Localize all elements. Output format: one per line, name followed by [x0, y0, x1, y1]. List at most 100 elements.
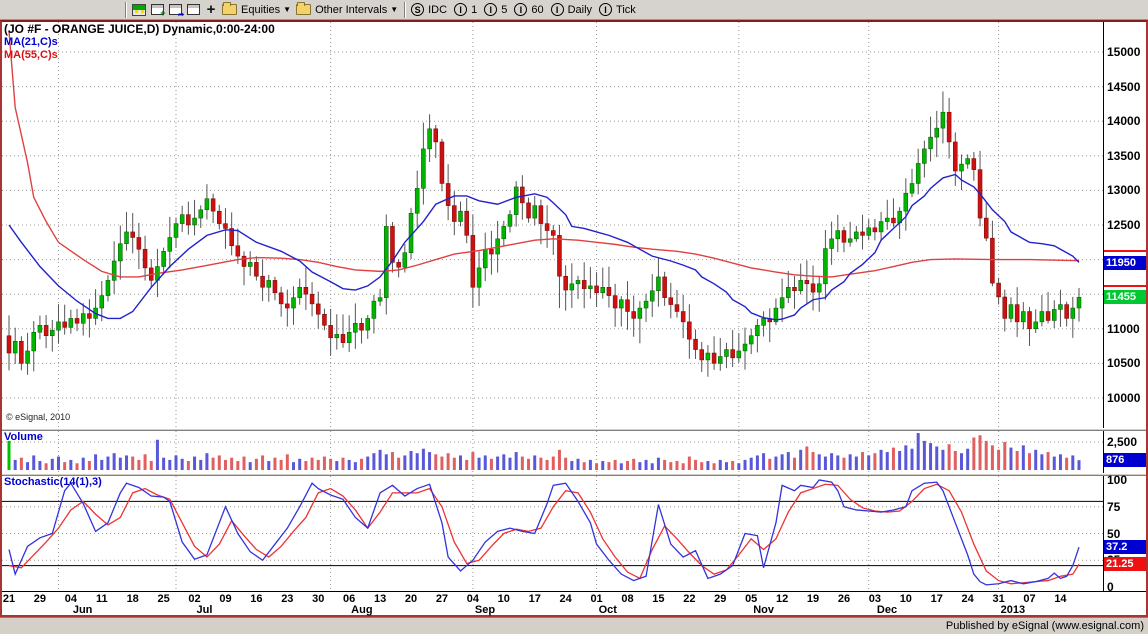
- axis-tick-label: 10000: [1107, 391, 1140, 405]
- date-tick-label: 16: [250, 593, 262, 605]
- i-circle-icon: I: [599, 3, 612, 16]
- date-tick-label: 29: [714, 593, 726, 605]
- stochastic-chart[interactable]: Stochastic(14(1),3): [2, 476, 1103, 591]
- interval-button-daily[interactable]: I Daily: [549, 1, 597, 19]
- date-tick-label: 24: [962, 593, 974, 605]
- date-tick-label: 22: [683, 593, 695, 605]
- axis-tick-label: 13500: [1107, 149, 1140, 163]
- toolbar-separator: [125, 2, 127, 18]
- ma55-value-badge: [1104, 250, 1146, 252]
- interval-button-label: 5: [501, 4, 507, 16]
- i-circle-icon: I: [551, 3, 564, 16]
- duplicate-window-icon: [169, 4, 182, 15]
- properties-button[interactable]: [184, 1, 202, 19]
- interval-button-label: 1: [471, 4, 477, 16]
- chart-window: (JO #F - ORANGE JUICE,D) Dynamic,0:00-24…: [0, 20, 1148, 617]
- i-circle-icon: I: [484, 3, 497, 16]
- month-label: Nov: [753, 604, 774, 616]
- date-tick-label: 20: [405, 593, 417, 605]
- axis-tick-label: 50: [1107, 527, 1120, 541]
- date-tick-label: 10: [498, 593, 510, 605]
- layout-button[interactable]: [130, 1, 148, 19]
- toolbar: + Equities ▼ Other Intervals ▼ SIDCI1I5I…: [0, 0, 1148, 20]
- interval-button-label: IDC: [428, 4, 447, 16]
- folder-icon: [222, 4, 237, 15]
- month-label: Sep: [475, 604, 495, 616]
- chevron-down-icon: ▼: [390, 5, 398, 14]
- month-label: Jul: [197, 604, 213, 616]
- interval-button-60[interactable]: I 60: [512, 1, 548, 19]
- ma21-value-badge: 11950: [1104, 256, 1146, 270]
- date-tick-label: 10: [900, 593, 912, 605]
- date-tick-label: 25: [157, 593, 169, 605]
- interval-button-tick[interactable]: I Tick: [597, 1, 641, 19]
- axis-tick-label: 14500: [1107, 80, 1140, 94]
- chevron-down-icon: ▼: [283, 5, 291, 14]
- date-tick-label: 24: [560, 593, 572, 605]
- date-tick-label: 17: [529, 593, 541, 605]
- date-tick-label: 09: [219, 593, 231, 605]
- month-label: Oct: [599, 604, 617, 616]
- month-label: Dec: [877, 604, 897, 616]
- date-tick-label: 07: [1023, 593, 1035, 605]
- new-window-button[interactable]: [148, 1, 166, 19]
- axis-tick-label: 2,500: [1107, 435, 1137, 449]
- new-window-icon: [151, 4, 164, 15]
- price-panel-row: (JO #F - ORANGE JUICE,D) Dynamic,0:00-24…: [2, 22, 1146, 428]
- toolbar-separator: [404, 2, 406, 18]
- volume-axis[interactable]: 2,500 876: [1103, 431, 1146, 473]
- axis-tick-label: 14000: [1107, 114, 1140, 128]
- status-bar: Published by eSignal (www.esignal.com): [0, 617, 1148, 634]
- equities-dropdown[interactable]: Equities ▼: [220, 1, 294, 19]
- date-tick-label: 29: [34, 593, 46, 605]
- axis-tick-label: 12500: [1107, 218, 1140, 232]
- toolbar-spacer: [0, 0, 122, 19]
- date-tick-label: 17: [931, 593, 943, 605]
- add-button[interactable]: +: [202, 1, 220, 19]
- i-circle-icon: I: [514, 3, 527, 16]
- volume-value-badge: 876: [1104, 453, 1146, 467]
- month-label: Jun: [73, 604, 93, 616]
- equities-label: Equities: [241, 4, 280, 16]
- hidden-value-badge: [1104, 285, 1146, 287]
- volume-panel-row: Volume 2,500 876: [2, 431, 1146, 473]
- date-tick-label: 27: [436, 593, 448, 605]
- other-intervals-dropdown[interactable]: Other Intervals ▼: [294, 1, 401, 19]
- duplicate-window-button[interactable]: [166, 1, 184, 19]
- stochastic-panel-row: Stochastic(14(1),3) 100755025037.221.25: [2, 476, 1146, 591]
- interval-button-group: SIDCI1I5I60IDailyITick: [409, 1, 641, 19]
- interval-button-1[interactable]: I1: [452, 1, 482, 19]
- date-tick-label: 19: [807, 593, 819, 605]
- date-tick-label: 18: [127, 593, 139, 605]
- interval-button-label: Daily: [568, 4, 592, 16]
- month-label: 2013: [1001, 604, 1025, 616]
- date-tick-label: 23: [281, 593, 293, 605]
- stochastic-axis[interactable]: 100755025037.221.25: [1103, 476, 1146, 591]
- stoch-d-badge: 21.25: [1104, 557, 1146, 571]
- date-tick-label: 26: [838, 593, 850, 605]
- s-circle-icon: S: [411, 3, 424, 16]
- interval-button-idc[interactable]: S IDC: [409, 1, 452, 19]
- interval-button-label: Tick: [616, 4, 636, 16]
- interval-button-5[interactable]: I5: [482, 1, 512, 19]
- month-label: Aug: [351, 604, 372, 616]
- axis-tick-label: 11000: [1107, 322, 1140, 336]
- add-icon: +: [207, 3, 216, 17]
- properties-icon: [187, 4, 200, 15]
- i-circle-icon: I: [454, 3, 467, 16]
- price-chart[interactable]: (JO #F - ORANGE JUICE,D) Dynamic,0:00-24…: [2, 22, 1103, 428]
- axis-tick-label: 100: [1107, 473, 1127, 487]
- stoch-k-badge: 37.2: [1104, 540, 1146, 554]
- date-tick-label: 11: [96, 593, 108, 605]
- axis-tick-label: 13000: [1107, 183, 1140, 197]
- axis-tick-label: 15000: [1107, 45, 1140, 59]
- interval-button-label: 60: [531, 4, 543, 16]
- date-tick-label: 13: [374, 593, 386, 605]
- volume-chart[interactable]: Volume: [2, 431, 1103, 473]
- date-tick-label: 30: [312, 593, 324, 605]
- layout-icon: [132, 4, 146, 16]
- time-axis[interactable]: 2129041118250209162330061320270410172401…: [2, 591, 1146, 615]
- price-axis[interactable]: 1500014500140001350013000125001100010500…: [1103, 22, 1146, 428]
- last-price-badge: 11455: [1104, 290, 1146, 304]
- date-tick-label: 12: [776, 593, 788, 605]
